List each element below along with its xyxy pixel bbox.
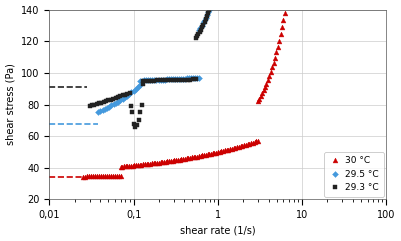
30 °C [81, 175, 85, 178]
Legend: 30 °C, 29.5 °C, 29.3 °C: 30 °C, 29.5 °C, 29.3 °C [324, 152, 383, 197]
29.3 °C [158, 79, 162, 82]
29.3 °C [133, 125, 138, 128]
30 °C [219, 150, 224, 153]
29.3 °C [87, 105, 92, 107]
29.5 °C [162, 78, 167, 81]
29.5 °C [96, 111, 101, 114]
Line: 29.3 °C: 29.3 °C [87, 0, 271, 129]
Y-axis label: shear stress (Pa): shear stress (Pa) [6, 64, 16, 146]
30 °C [260, 92, 265, 95]
30 °C [168, 160, 173, 162]
Line: 29.5 °C: 29.5 °C [96, 0, 291, 114]
Line: 30 °C: 30 °C [81, 0, 330, 179]
X-axis label: shear rate (1/s): shear rate (1/s) [180, 225, 255, 235]
30 °C [229, 147, 234, 150]
30 °C [186, 157, 191, 160]
29.5 °C [148, 79, 153, 82]
